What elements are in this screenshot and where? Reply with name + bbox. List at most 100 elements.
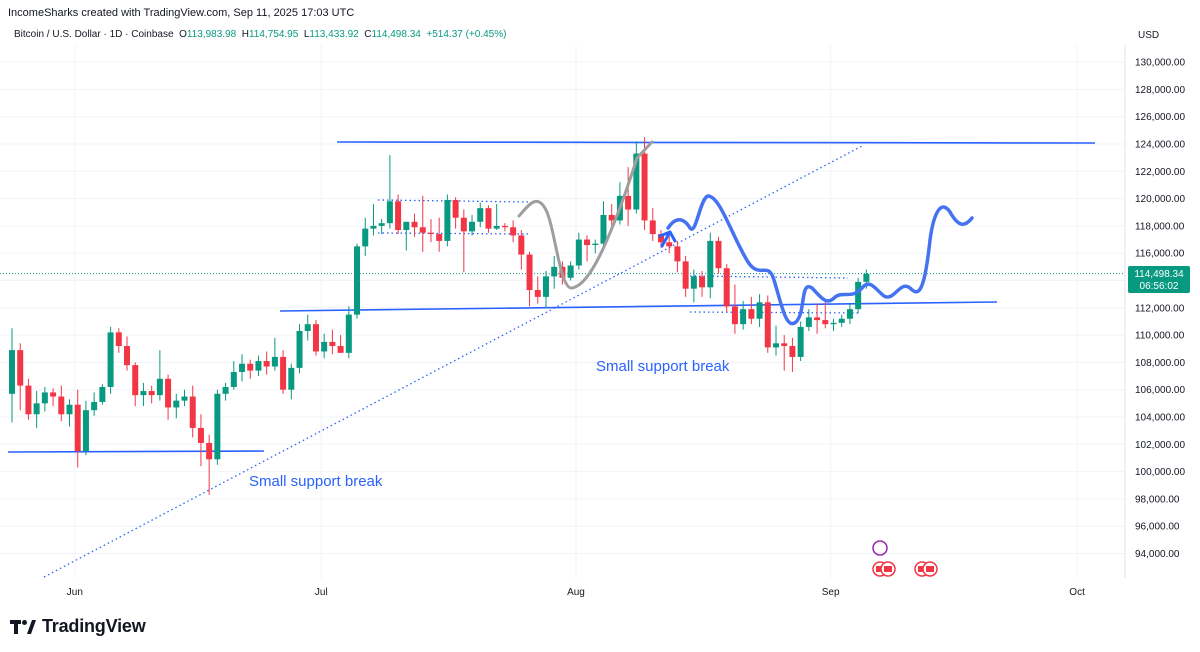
open-label: O [179,29,187,40]
price-tick-label: 110,000.00 [1135,331,1185,342]
resistance-line [336,141,1096,144]
candle-body [124,346,131,366]
candle-body [600,214,607,244]
candle-body [436,234,443,241]
candle-body [427,232,434,235]
candle-body [485,208,492,229]
price-tick-label: 96,000.00 [1135,522,1180,533]
price-tag-box [1128,266,1190,293]
price-tag-value: 114,498.34 [1134,269,1184,280]
us-flag-event-icon-2-flag [884,566,892,572]
price-tick-label: 116,000.00 [1135,249,1185,260]
price-tick-label: 130,000.00 [1135,58,1185,69]
candle-body [690,276,697,289]
candle-body [633,153,640,210]
blue-forecast-path [666,194,974,326]
candle-body [863,273,870,282]
candle-body [493,225,500,229]
tradingview-logo-icon [10,619,36,634]
price-tick-label: 112,000.00 [1135,303,1185,314]
candle-body [321,341,328,352]
candle-body [789,346,796,357]
high-value: 114,754.95 [248,29,299,40]
trend-drawings [7,141,1096,578]
candle-body [280,356,287,390]
candle-body [551,266,558,277]
candle-body [296,331,303,368]
candle-body [805,317,812,327]
candle-body [723,268,730,307]
close-value: 114,498.34 [371,29,421,40]
event-icons [872,540,938,577]
candle-body [740,309,747,325]
candle-body [378,223,385,226]
candle-body [206,442,213,460]
candle-body [666,242,673,247]
candle-body [682,261,689,289]
candle-body [41,392,48,404]
candle-body [386,201,393,224]
candle-body [329,341,336,347]
price-tick-label: 98,000.00 [1135,494,1180,505]
us-flag-event-icon-3-flag [918,566,926,572]
candle-body [362,228,369,247]
time-tick-label: Sep [822,587,840,598]
us-flag-event-icon-4-flag [926,566,934,572]
last-price-tag: 114,498.34 06:56:02 [1128,266,1190,293]
price-tick-label: 126,000.00 [1135,112,1185,123]
candle-body [460,217,467,232]
candle-body [66,404,73,415]
candle-body [567,265,574,278]
candle-body [304,324,311,332]
low-label: L [303,29,310,40]
candle-body [107,332,114,387]
candle-body [17,350,24,386]
candle-body [452,199,459,218]
chart-grid [0,45,1126,578]
candle-body [518,235,525,255]
candle-body [748,309,755,319]
candle-body [91,401,98,411]
candle-body [731,306,738,325]
candle-body [197,427,204,443]
symbol-title: Bitcoin / U.S. Dollar · 1D · Coinbase [14,29,174,40]
candle-body [214,393,221,460]
price-tick-label: 104,000.00 [1135,413,1185,424]
candle-body [575,239,582,266]
candle-body [526,254,533,291]
tradingview-logo[interactable]: TradingView [10,616,146,637]
candle-body [165,378,172,408]
symbol-info-bar: Bitcoin / U.S. Dollar · 1D · Coinbase O 1… [14,29,506,40]
candle-body [148,391,155,396]
candle-body [649,220,656,235]
sep-range-top-dotted [689,275,849,279]
candle-body [419,227,426,233]
candle-body [345,314,352,353]
lower-support-line [7,450,265,453]
candle-body [173,400,180,408]
candle-body [230,371,237,387]
candle-body [838,318,845,323]
candle-body [534,290,541,297]
candle-body [510,227,517,236]
candle-body [846,309,853,319]
candle-body [312,324,319,352]
candle-body [781,343,788,347]
sep-range-bottom-dotted [689,311,861,314]
candle-body [707,240,714,288]
candle-body [33,403,40,415]
candle-body [189,396,196,428]
candle-body [140,391,147,396]
candle-body [115,332,122,347]
candle-body [469,221,476,232]
candle-body [395,201,402,230]
support-line [279,301,998,312]
candle-body [50,392,57,397]
price-tick-label: 108,000.00 [1135,358,1185,369]
price-tag-countdown: 06:56:02 [1140,281,1179,292]
candle-body [699,276,706,288]
candle-body [263,361,270,367]
candlestick-series [9,137,870,495]
candle-body [674,246,681,262]
